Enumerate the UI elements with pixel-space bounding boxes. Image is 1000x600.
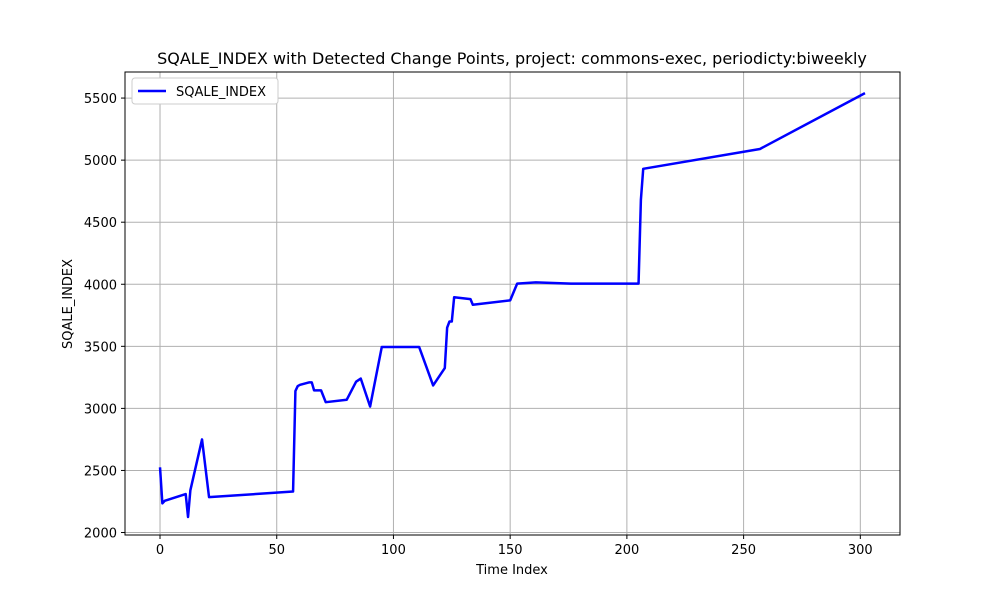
y-tick-label-2500: 2500 xyxy=(84,464,117,479)
chart-title: SQALE_INDEX with Detected Change Points,… xyxy=(157,49,867,69)
y-tick-label-5500: 5500 xyxy=(84,92,117,107)
x-tick-label-300: 300 xyxy=(848,543,873,558)
x-tick-label-0: 0 xyxy=(156,543,164,558)
y-axis-ticks: 2000 2500 3000 3500 4000 4500 5000 5500 xyxy=(84,92,125,542)
x-tick-label-150: 150 xyxy=(498,543,523,558)
legend: SQALE_INDEX xyxy=(131,77,279,105)
x-tick-label-200: 200 xyxy=(614,543,639,558)
series-layer xyxy=(158,91,866,519)
y-axis-label: SQALE_INDEX xyxy=(61,259,76,349)
y-tick-label-3500: 3500 xyxy=(84,340,117,355)
y-tick-label-2000: 2000 xyxy=(84,527,117,542)
plot-frame xyxy=(124,71,901,536)
legend-box xyxy=(131,77,279,105)
y-tick-label-3000: 3000 xyxy=(84,402,117,417)
plot-area xyxy=(125,72,900,535)
x-axis-ticks: 0 50 100 150 200 250 300 xyxy=(156,535,873,558)
x-tick-label-250: 250 xyxy=(731,543,756,558)
series-line-sqale-index xyxy=(158,91,866,519)
x-axis-label: Time Index xyxy=(475,563,548,578)
grid-lines xyxy=(125,72,900,535)
y-tick-label-5000: 5000 xyxy=(84,154,117,169)
x-tick-label-50: 50 xyxy=(268,543,285,558)
x-tick-label-100: 100 xyxy=(381,543,406,558)
legend-label-sqale-index: SQALE_INDEX xyxy=(176,85,266,100)
y-tick-label-4500: 4500 xyxy=(84,216,117,231)
y-tick-label-4000: 4000 xyxy=(84,278,117,293)
